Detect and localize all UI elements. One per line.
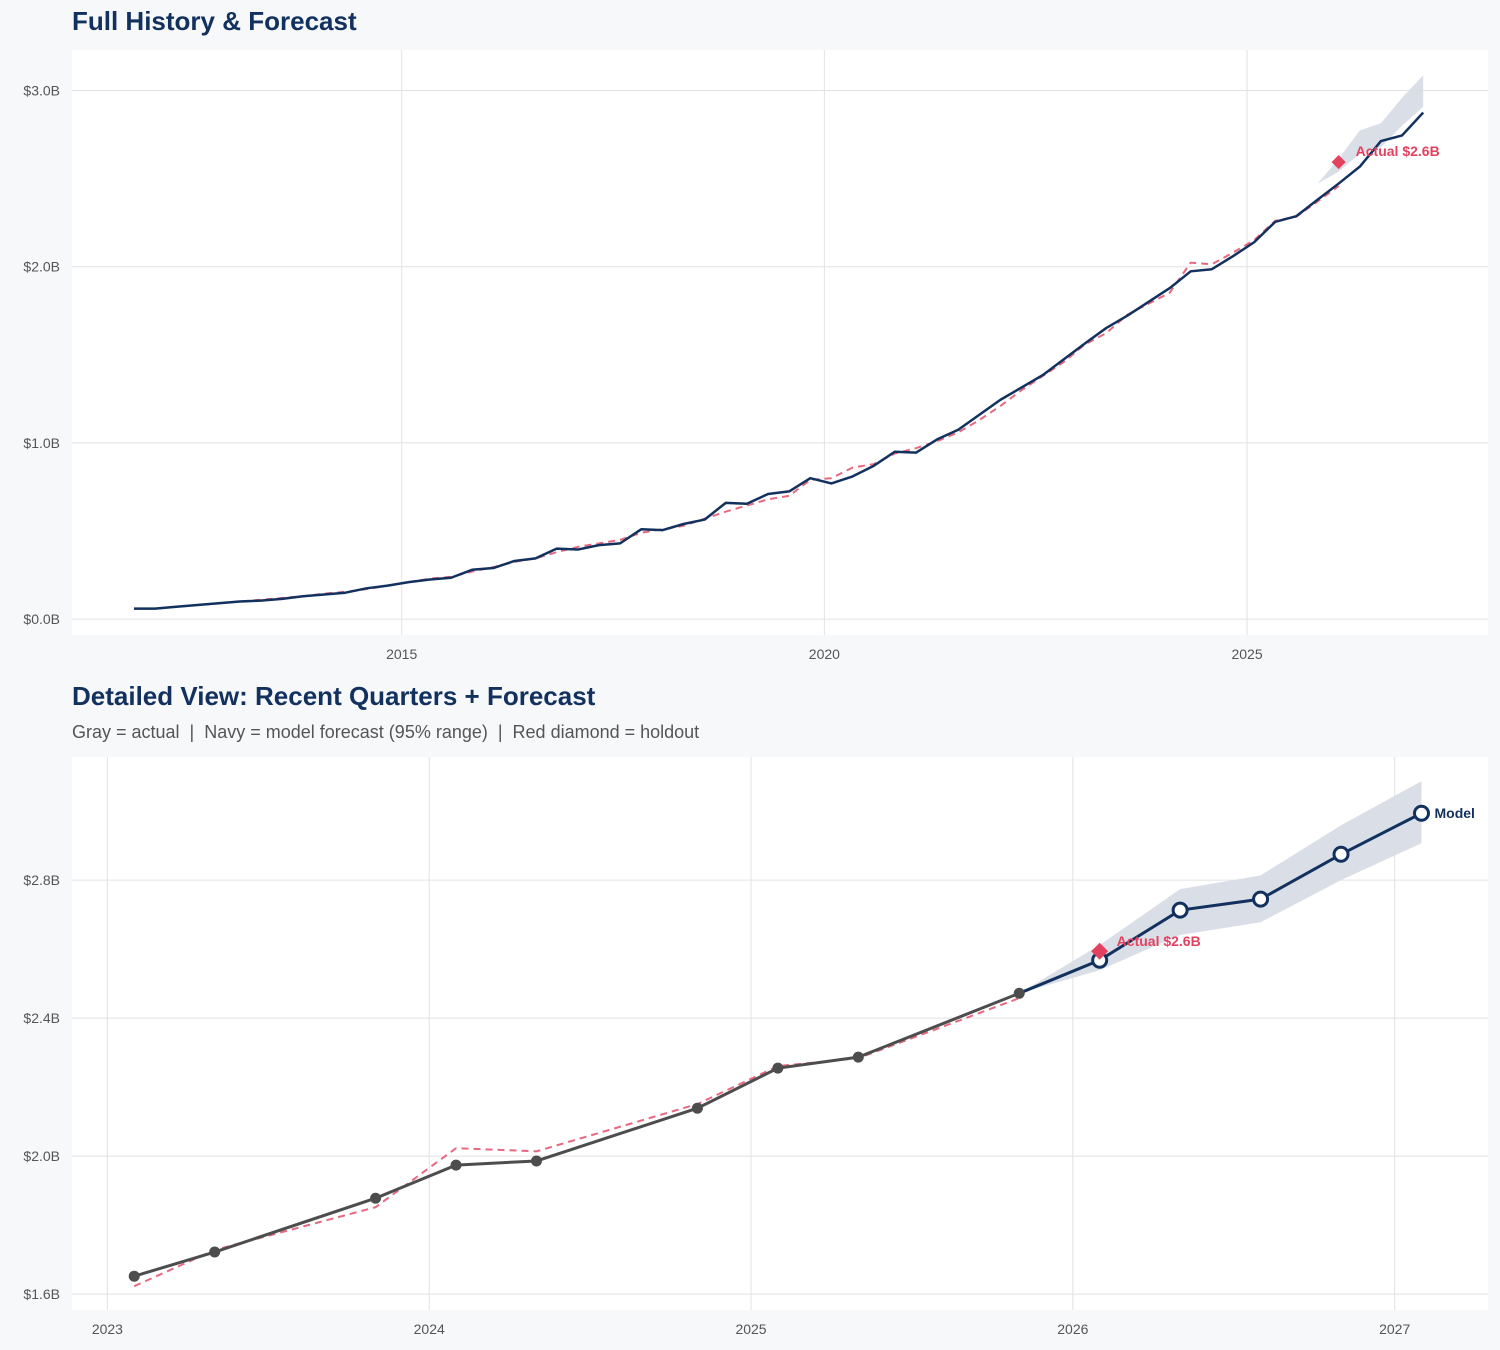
plot-panel — [72, 757, 1488, 1310]
y-tick-label: $1.6B — [23, 1286, 60, 1302]
top-chart-title: Full History & Forecast — [72, 6, 357, 36]
holdout-diamond — [1091, 942, 1109, 960]
actual-point — [370, 1192, 382, 1204]
x-tick-label: 2027 — [1379, 1321, 1410, 1337]
y-tick-label: $2.0B — [23, 1148, 60, 1164]
holdout-label: Actual $2.6B — [1117, 933, 1201, 949]
forecast-point — [1332, 845, 1350, 863]
y-tick-label: $3.0B — [23, 83, 60, 99]
actual-point — [530, 1155, 542, 1167]
forecast-point — [1412, 804, 1430, 822]
y-tick-label: $2.4B — [23, 1010, 60, 1026]
forecast-line — [1018, 811, 1423, 995]
plot-panel — [72, 50, 1488, 635]
x-tick-label: 2026 — [1057, 1321, 1088, 1337]
actual-point — [128, 1270, 140, 1282]
model-line — [133, 111, 1425, 610]
chart-1: $1.6B $2.0B $2.4B $2.8B 2023 2024 2025 2026 2027… — [23, 757, 1488, 1337]
actual-point — [852, 1051, 864, 1063]
x-tick-label: 2020 — [809, 646, 840, 662]
x-tick-label: 2024 — [414, 1321, 445, 1337]
bottom-chart-subtitle: Gray = actual | Navy = model forecast (9… — [72, 722, 700, 742]
actual-point — [450, 1159, 462, 1171]
y-tick-label: $2.0B — [23, 259, 60, 275]
forecast-band — [1019, 781, 1422, 994]
chart-0: $0.0B $1.0B $2.0B $3.0B 2015 2020 2025 Actual $… — [23, 50, 1488, 662]
x-tick-label: 2025 — [1231, 646, 1262, 662]
y-tick-label: $1.0B — [23, 435, 60, 451]
actual-point — [691, 1102, 703, 1114]
x-tick-label: 2025 — [735, 1321, 766, 1337]
forecast-band — [1317, 75, 1424, 184]
forecast-point — [1252, 890, 1270, 908]
x-tick-label: 2015 — [386, 646, 417, 662]
bottom-chart-title: Detailed View: Recent Quarters + Forecas… — [72, 681, 596, 711]
holdout-diamond — [1331, 154, 1346, 170]
holdout-label: Actual $2.6B — [1356, 143, 1440, 159]
y-tick-label: $2.8B — [23, 872, 60, 888]
actual-point — [1013, 987, 1025, 999]
x-tick-label: 2023 — [92, 1321, 123, 1337]
actual-point — [772, 1062, 784, 1074]
actual-point — [209, 1246, 221, 1258]
forecast-point — [1171, 901, 1189, 919]
y-tick-label: $0.0B — [23, 611, 60, 627]
model-label: Model — [1434, 805, 1474, 821]
